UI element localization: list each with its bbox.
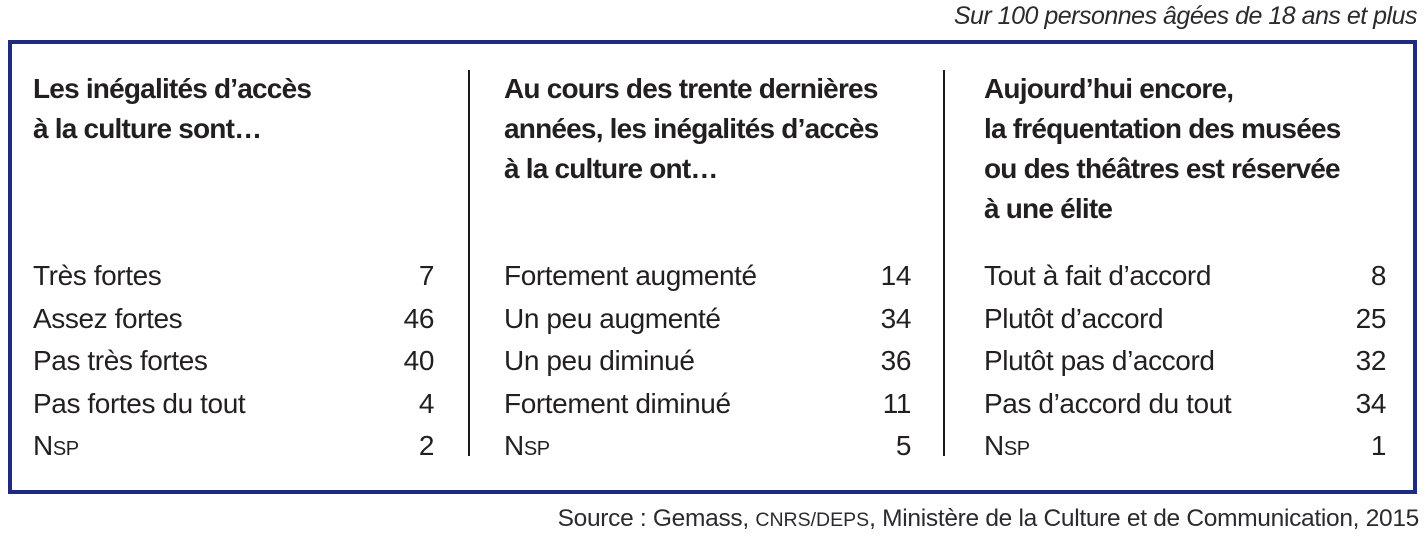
answer-label: Nsp	[984, 430, 1030, 461]
answer-row: Nsp 1	[984, 425, 1386, 468]
answer-row: Pas d’accord du tout 34	[984, 383, 1386, 426]
answer-row: Pas très fortes 40	[33, 340, 434, 383]
answer-value: 2	[418, 430, 435, 461]
answer-value: 40	[403, 345, 435, 376]
question-header: Au cours des trente dernières années, le…	[504, 73, 879, 184]
answer-value: 32	[1355, 345, 1387, 376]
answer-label: Pas fortes du tout	[33, 387, 246, 419]
answer-label: Fortement augmenté	[504, 260, 757, 291]
answer-label: Assez fortes	[33, 302, 183, 334]
answer-value: 34	[1355, 387, 1387, 419]
source-acronym: CNRS/DEPS	[755, 509, 870, 531]
source-line: Source : Gemass, CNRS/DEPS, Ministère de…	[557, 505, 1420, 533]
answer-label: Pas d’accord du tout	[984, 387, 1232, 419]
answer-row: Très fortes 7	[33, 255, 434, 298]
answer-label: Fortement diminué	[504, 387, 731, 419]
answer-label: Tout à fait d’accord	[984, 260, 1212, 291]
answer-value: 11	[882, 387, 912, 419]
source-prefix: Source : Gemass,	[557, 505, 756, 532]
population-note: Sur 100 personnes âgées de 18 ans et plu…	[953, 2, 1418, 30]
answer-label: Pas très fortes	[33, 345, 208, 376]
answer-value: 8	[1370, 260, 1387, 291]
answer-value: 46	[403, 302, 435, 334]
answer-row: Fortement diminué 11	[504, 383, 911, 426]
answer-label: Un peu diminué	[504, 345, 695, 376]
answer-row: Nsp 5	[504, 425, 911, 468]
column-question-3: Aujourd’hui encore, la fréquentation des…	[943, 69, 1413, 490]
answer-row: Fortement augmenté 14	[504, 255, 911, 298]
column-question-1: Les inégalités d’accès à la culture sont…	[12, 69, 468, 490]
column-divider-1	[468, 70, 470, 456]
answer-value: 25	[1355, 302, 1387, 334]
answer-row: Tout à fait d’accord 8	[984, 255, 1386, 298]
answer-row: Plutôt pas d’accord 32	[984, 340, 1386, 383]
answer-row: Assez fortes 46	[33, 298, 434, 341]
answer-value: 4	[418, 387, 435, 419]
question-header: Aujourd’hui encore, la fréquentation des…	[984, 73, 1341, 224]
answer-value: 34	[880, 302, 912, 334]
question-header: Les inégalités d’accès à la culture sont…	[33, 73, 312, 144]
answer-row: Pas fortes du tout 4	[33, 383, 434, 426]
answer-label: Très fortes	[33, 260, 162, 291]
column-divider-2	[943, 70, 945, 456]
answer-label: Plutôt d’accord	[984, 302, 1164, 334]
answer-value: 7	[418, 260, 435, 291]
answer-row: Un peu augmenté 34	[504, 298, 911, 341]
answer-label: Nsp	[504, 430, 550, 461]
answer-label: Plutôt pas d’accord	[984, 345, 1215, 376]
answer-value: 1	[1370, 430, 1387, 461]
answer-row: Plutôt d’accord 25	[984, 298, 1386, 341]
source-suffix: , Ministère de la Culture et de Communic…	[869, 505, 1419, 532]
column-question-2: Au cours des trente dernières années, le…	[468, 69, 943, 490]
answer-row: Nsp 2	[33, 425, 434, 468]
answer-value: 5	[895, 430, 912, 461]
survey-table: Les inégalités d’accès à la culture sont…	[8, 40, 1417, 494]
answer-label: Nsp	[33, 430, 79, 461]
answer-label: Un peu augmenté	[504, 302, 721, 334]
answer-value: 36	[880, 345, 912, 376]
answer-row: Un peu diminué 36	[504, 340, 911, 383]
answer-value: 14	[880, 260, 912, 291]
